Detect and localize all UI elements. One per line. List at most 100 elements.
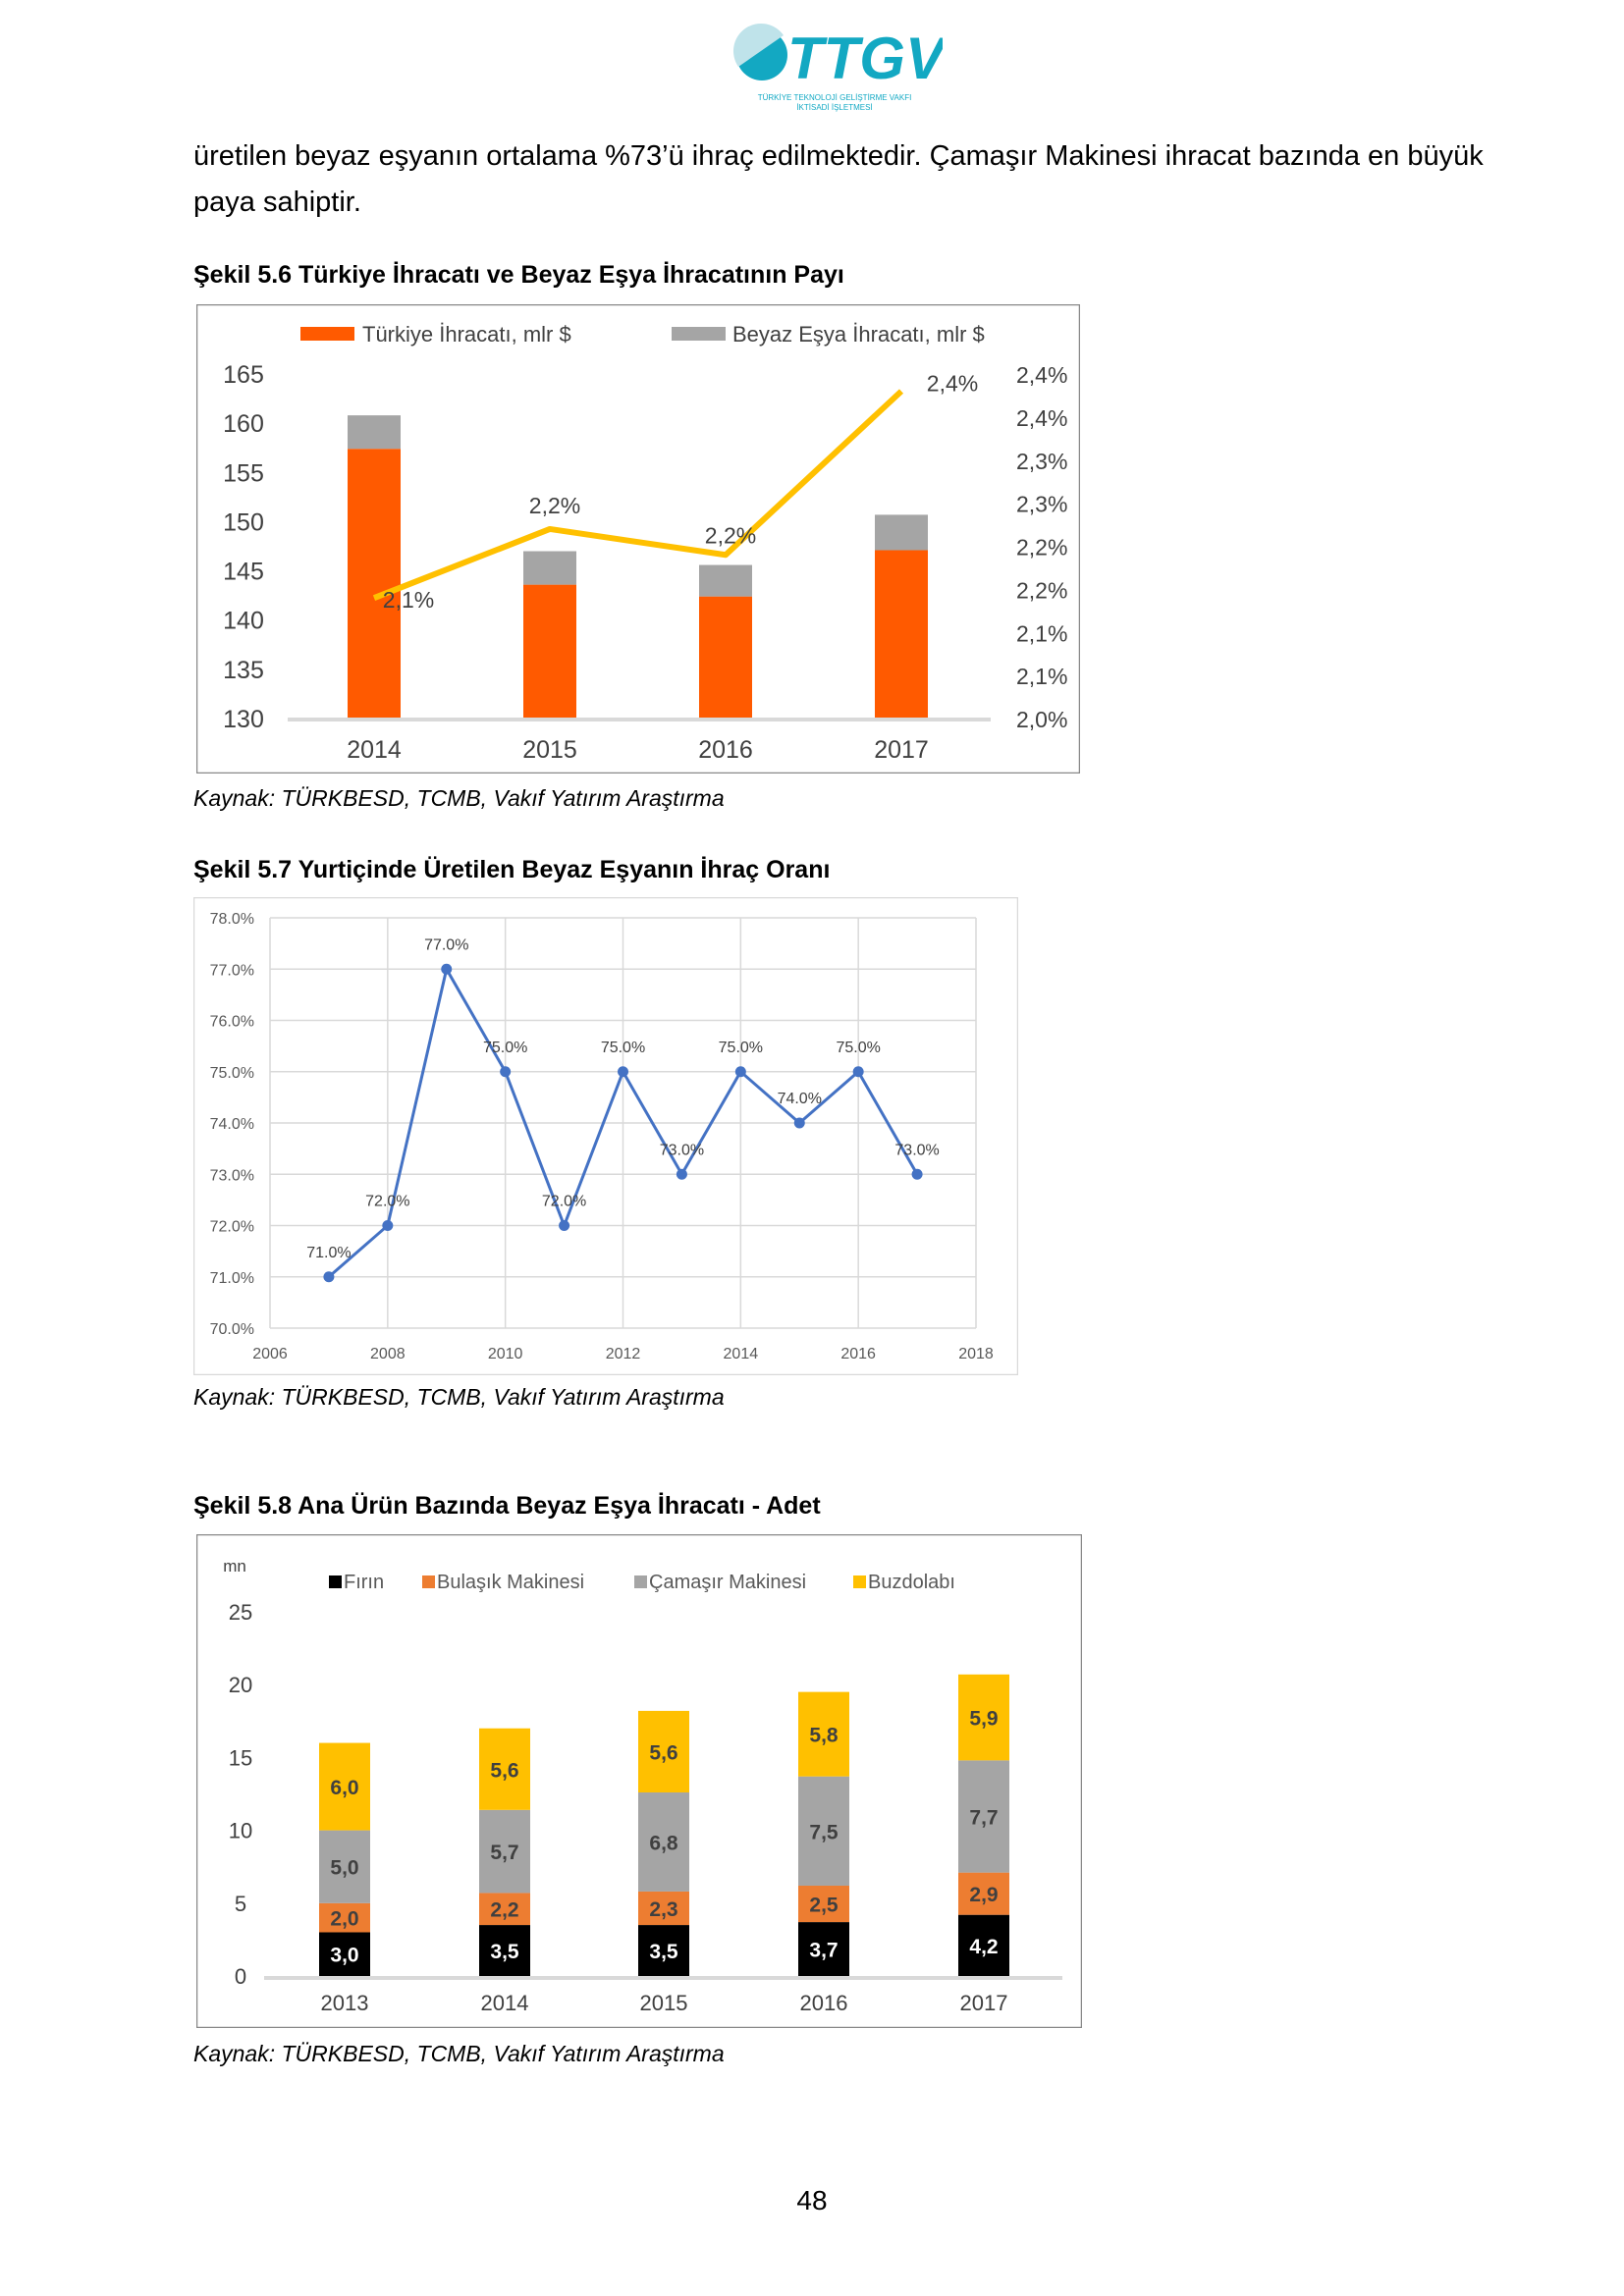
- bar-segment: [699, 564, 752, 597]
- y2-tick-label: 2,2%: [1016, 535, 1067, 561]
- data-label: 6,8: [649, 1832, 678, 1854]
- data-point: [382, 1220, 394, 1231]
- chart-frame: [196, 304, 1080, 774]
- bar-segment: [958, 1760, 1009, 1873]
- svg-text:TÜRKİYE TEKNOLOJİ GELİŞTİRME V: TÜRKİYE TEKNOLOJİ GELİŞTİRME VAKFI: [758, 93, 912, 102]
- bar-segment: [798, 1885, 849, 1923]
- data-point: [441, 963, 453, 975]
- data-label: 2,0: [330, 1908, 358, 1931]
- legend-swatch-buzdolabi: [853, 1575, 866, 1588]
- chart-5-6: 130 135 140 145 150 155 160 165 2,0% 2,1% 2,1% 2,2%…: [196, 304, 1080, 774]
- legend-label-turkiye: Türkiye İhracatı, mlr $: [362, 322, 571, 347]
- bar-segment: [638, 1792, 689, 1892]
- data-label: 2,2: [490, 1899, 518, 1922]
- figure-caption-5-6: Kaynak: TÜRKBESD, TCMB, Vakıf Yatırım Ar…: [193, 785, 725, 811]
- x-tick-label: 2015: [522, 736, 577, 764]
- y2-tick-label: 2,3%: [1016, 492, 1067, 517]
- bar-segment: [479, 1809, 530, 1894]
- x-tick-label: 2018: [958, 1346, 994, 1362]
- y2-tick-label: 2,4%: [1016, 362, 1067, 388]
- data-label: 2,2%: [529, 493, 580, 518]
- y2-tick-label: 2,4%: [1016, 405, 1067, 431]
- y-tick-label: 160: [223, 410, 264, 438]
- figure-caption-5-8: Kaynak: TÜRKBESD, TCMB, Vakıf Yatırım Ar…: [193, 2041, 725, 2066]
- bar-segment: [348, 415, 401, 450]
- x-tick-label: 2016: [800, 1991, 848, 2015]
- x-tick-label: 2006: [252, 1346, 288, 1362]
- y-tick-label: 25: [229, 1600, 252, 1625]
- bar-segment: [319, 1830, 370, 1903]
- data-label: 73.0%: [660, 1142, 704, 1158]
- data-label: 7,7: [969, 1807, 998, 1830]
- x-tick-label: 2016: [698, 736, 753, 764]
- x-tick-label: 2014: [481, 1991, 529, 2015]
- data-label: 74.0%: [778, 1091, 822, 1107]
- y-tick-label: 75.0%: [210, 1065, 254, 1082]
- data-label: 77.0%: [424, 936, 468, 953]
- y-tick-label: 72.0%: [210, 1219, 254, 1236]
- y-tick-label: 78.0%: [210, 911, 254, 928]
- bar-segment: [875, 514, 928, 551]
- bar-segment: [319, 1902, 370, 1933]
- data-label: 2,5: [809, 1895, 839, 1917]
- x-tick-label: 2014: [347, 736, 402, 764]
- bar-segment: [638, 1891, 689, 1926]
- legend-swatch-firin: [329, 1575, 342, 1588]
- legend-swatch-beyaz-esya: [672, 327, 726, 341]
- data-label: 2,9: [969, 1884, 998, 1906]
- y-tick-label: 10: [229, 1819, 252, 1843]
- data-point: [559, 1220, 570, 1231]
- data-label: 75.0%: [836, 1040, 880, 1056]
- x-tick-label: 2013: [321, 1991, 369, 2015]
- legend-swatch-camasir: [634, 1575, 647, 1588]
- data-label: 73.0%: [894, 1142, 939, 1158]
- bar-segment: [319, 1932, 370, 1976]
- ttgv-logo: TTGV TÜRKİYE TEKNOLOJİ GELİŞTİRME VAKFI …: [732, 23, 943, 112]
- figure-caption-5-7: Kaynak: TÜRKBESD, TCMB, Vakıf Yatırım Ar…: [193, 1384, 725, 1410]
- legend-label-firin: Fırın: [344, 1572, 384, 1593]
- data-label: 71.0%: [306, 1245, 351, 1261]
- data-label: 2,4%: [927, 371, 978, 397]
- data-point: [323, 1271, 335, 1283]
- chart-5-8: 0 5 10 15 20 25 mn 3,0 2,0 5,0 6,0 2013 3,5 2,2 5,7 5,6…: [196, 1534, 1082, 2028]
- data-label: 6,0: [330, 1777, 358, 1799]
- body-paragraph: üretilen beyaz eşyanın ortalama %73’ü ih…: [193, 140, 1484, 218]
- unit-label: mn: [223, 1557, 246, 1575]
- data-label: 5,6: [490, 1759, 518, 1782]
- y2-tick-label: 2,1%: [1016, 664, 1067, 689]
- y-tick-label: 130: [223, 706, 264, 733]
- y2-tick-label: 2,3%: [1016, 449, 1067, 474]
- chart-5-7: 70.0% 71.0% 72.0% 73.0% 74.0% 75.0% 76.0% 77.0%…: [193, 897, 1018, 1375]
- x-tick-label: 2012: [606, 1346, 641, 1362]
- bar-segment: [638, 1925, 689, 1976]
- y-tick-label: 70.0%: [210, 1321, 254, 1338]
- data-label: 3,7: [809, 1940, 838, 1962]
- y2-tick-label: 2,0%: [1016, 707, 1067, 732]
- y-tick-label: 5: [235, 1892, 246, 1916]
- y2-tick-label: 2,2%: [1016, 577, 1067, 603]
- data-label: 75.0%: [719, 1040, 763, 1056]
- bar-segment: [958, 1872, 1009, 1915]
- y-tick-label: 15: [229, 1745, 252, 1770]
- y-tick-label: 20: [229, 1673, 252, 1697]
- data-point: [793, 1117, 805, 1129]
- data-point: [676, 1168, 687, 1180]
- data-label: 75.0%: [601, 1040, 645, 1056]
- x-tick-label: 2015: [640, 1991, 688, 2015]
- page-number: 48: [796, 2185, 828, 2216]
- data-label: 2,3: [649, 1898, 677, 1921]
- legend-label-bulasik: Bulaşık Makinesi: [437, 1572, 584, 1593]
- bar-segment: [798, 1922, 849, 1976]
- y-tick-label: 155: [223, 459, 264, 487]
- data-label: 5,7: [490, 1842, 518, 1864]
- y-tick-label: 135: [223, 657, 264, 684]
- legend-label-buzdolabi: Buzdolabı: [868, 1572, 955, 1593]
- bar-segment: [479, 1728, 530, 1810]
- bar-segment: [479, 1893, 530, 1926]
- data-point: [852, 1066, 864, 1078]
- data-label: 3,0: [330, 1945, 358, 1967]
- bar-segment: [638, 1710, 689, 1793]
- data-label: 75.0%: [483, 1040, 527, 1056]
- y-tick-label: 77.0%: [210, 962, 254, 979]
- y-tick-label: 71.0%: [210, 1270, 254, 1287]
